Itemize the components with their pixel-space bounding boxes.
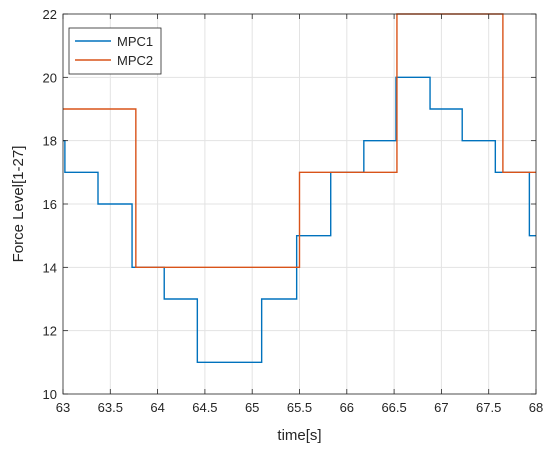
y-tick-label: 14: [43, 260, 57, 275]
x-tick-label: 63: [56, 400, 70, 415]
y-tick-label: 16: [43, 197, 57, 212]
x-tick-label: 67.5: [476, 400, 501, 415]
legend-label-mpc1: MPC1: [117, 34, 153, 49]
x-tick-label: 65.5: [287, 400, 312, 415]
y-axis-title: Force Level[1-27]: [10, 146, 27, 263]
x-tick-label: 66.5: [381, 400, 406, 415]
series-line-mpc2: [63, 13, 536, 269]
legend: MPC1 MPC2: [68, 27, 162, 75]
legend-label-mpc2: MPC2: [117, 53, 153, 68]
legend-box: [68, 27, 162, 75]
series-layer: [63, 13, 536, 364]
y-tick-label: 12: [43, 324, 57, 339]
x-axis: 63 63.5 64 64.5 65 65.5 66 66.5 67 67.5 68: [56, 14, 543, 415]
x-tick-label: 63.5: [98, 400, 123, 415]
y-tick-label: 22: [43, 7, 57, 22]
y-tick-label: 18: [43, 134, 57, 149]
y-tick-label: 10: [43, 387, 57, 402]
x-tick-label: 65: [245, 400, 259, 415]
x-tick-label: 64.5: [192, 400, 217, 415]
series-line-mpc1: [63, 76, 536, 364]
x-tick-label: 66: [340, 400, 354, 415]
x-tick-label: 64: [150, 400, 164, 415]
y-axis: 10 12 14 16 18 20 22: [43, 7, 536, 402]
x-tick-label: 67: [434, 400, 448, 415]
x-axis-title: time[s]: [277, 427, 321, 444]
y-tick-label: 20: [43, 70, 57, 85]
x-tick-label: 68: [529, 400, 543, 415]
